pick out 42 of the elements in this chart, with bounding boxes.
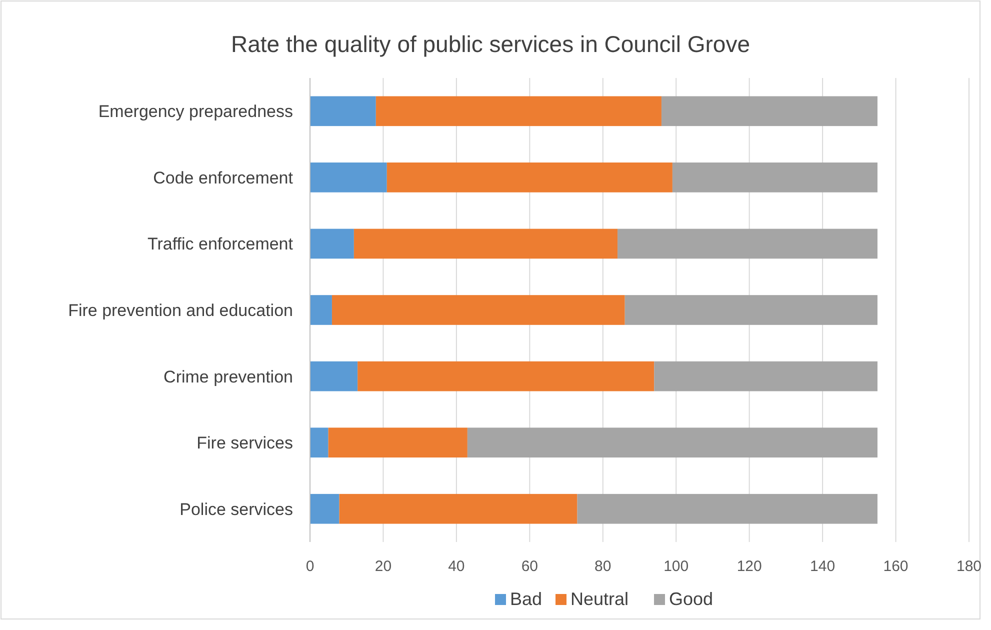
- x-tick-label: 0: [306, 558, 314, 575]
- bar: [339, 494, 578, 524]
- x-tick-label: 180: [956, 558, 982, 575]
- bar: [654, 361, 878, 392]
- x-tick-label: 100: [664, 558, 689, 575]
- bar: [618, 228, 878, 259]
- bar: [672, 162, 878, 192]
- y-tick-label: Police services: [180, 500, 293, 519]
- y-tick-label: Fire services: [196, 434, 293, 453]
- bar: [310, 228, 354, 259]
- legend-label: Neutral: [570, 589, 629, 609]
- bar: [354, 228, 618, 259]
- bar: [332, 295, 625, 325]
- bar: [328, 428, 468, 458]
- x-tick-label: 140: [810, 558, 836, 575]
- y-tick-label: Crime prevention: [164, 367, 293, 386]
- x-tick-label: 40: [448, 558, 465, 575]
- x-tick-label: 160: [883, 558, 908, 575]
- legend-label: Bad: [510, 589, 542, 609]
- bar: [661, 96, 878, 126]
- bar: [376, 96, 662, 126]
- bar: [310, 361, 358, 392]
- y-tick-label: Traffic enforcement: [147, 234, 294, 254]
- chart-title: Rate the quality of public services in Council Grove: [230, 31, 750, 57]
- x-tick-label: 60: [521, 558, 538, 575]
- y-tick-label: Code enforcement: [153, 168, 294, 188]
- y-tick-label: Emergency preparedness: [98, 102, 293, 122]
- x-tick-label: 80: [594, 558, 612, 575]
- bar: [624, 295, 878, 325]
- bar: [310, 96, 376, 126]
- bar: [467, 428, 878, 458]
- bar: [310, 494, 340, 524]
- bar: [386, 162, 672, 192]
- bar: [310, 428, 328, 458]
- x-tick-label: 20: [374, 558, 392, 575]
- y-tick-label: Fire prevention and education: [68, 301, 293, 320]
- bar: [310, 295, 332, 325]
- x-tick-label: 120: [736, 558, 762, 575]
- bar: [358, 361, 654, 392]
- bar: [577, 494, 878, 524]
- bar: [310, 162, 387, 192]
- legend-label: Good: [669, 589, 714, 609]
